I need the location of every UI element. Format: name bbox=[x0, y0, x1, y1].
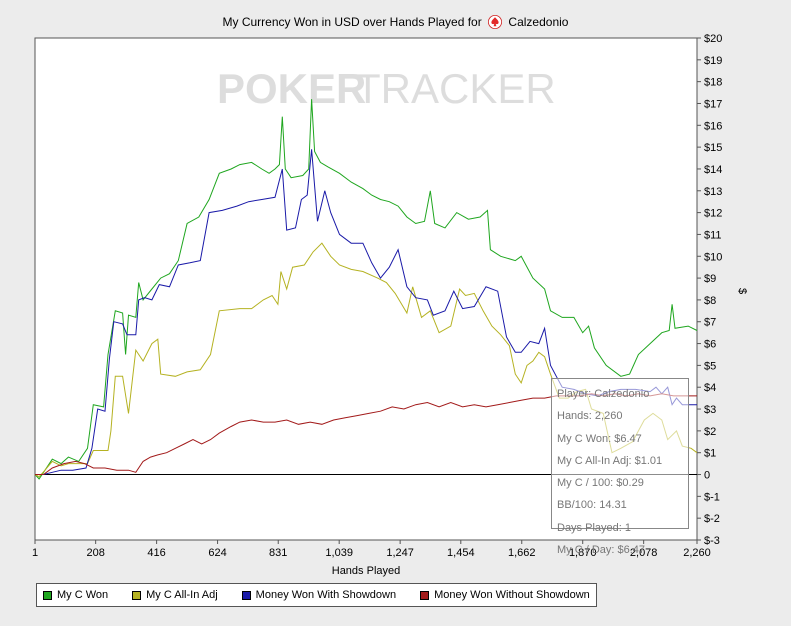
tooltip-player: Player: Calzedonio bbox=[557, 388, 650, 400]
y-tick-label: $7 bbox=[704, 317, 716, 329]
y-axis-label: $ bbox=[736, 288, 748, 294]
y-tick-label: $8 bbox=[704, 295, 716, 307]
y-axis: $-3 $-2 $-1 0 $1 $2 $3 $4 $5 $6 $7 $8 $9 $10 $11 $12 $13… bbox=[697, 33, 722, 547]
x-tick-label: 416 bbox=[147, 547, 165, 559]
legend-label: My C Won bbox=[57, 589, 109, 601]
legend-swatch bbox=[132, 590, 142, 600]
legend-label: Money Won With Showdown bbox=[255, 589, 397, 601]
chart-title-player: Calzedonio bbox=[508, 15, 569, 29]
y-tick-label: $18 bbox=[704, 77, 722, 89]
y-tick-label: 0 bbox=[704, 470, 710, 482]
y-tick-label: $2 bbox=[704, 426, 716, 438]
y-tick-label: $4 bbox=[704, 382, 716, 394]
x-tick-label: 1,662 bbox=[508, 547, 536, 559]
legend-swatch bbox=[43, 590, 52, 600]
y-tick-label: $15 bbox=[704, 142, 722, 154]
stats-tooltip: Player: Calzedonio Hands: 2,260 My C Won… bbox=[551, 378, 689, 556]
y-tick-label: $13 bbox=[704, 186, 722, 198]
y-tick-label: $14 bbox=[704, 164, 722, 176]
x-axis-label: Hands Played bbox=[332, 565, 401, 577]
y-tick-label: $10 bbox=[704, 251, 722, 263]
chart-title: My Currency Won in USD over Hands Played… bbox=[0, 15, 791, 29]
legend: My C Won My C All-In Adj Money Won With … bbox=[36, 583, 597, 607]
tooltip-per-100: My C / 100: $0.29 bbox=[557, 477, 644, 490]
spade-icon bbox=[488, 15, 503, 29]
chart-title-text: My Currency Won in USD over Hands Played… bbox=[222, 15, 482, 29]
legend-label: My C All-In Adj bbox=[146, 589, 218, 601]
y-tick-label: $11 bbox=[704, 229, 722, 241]
y-tick-label: $3 bbox=[704, 404, 716, 416]
x-tick-label: 208 bbox=[86, 547, 104, 559]
x-tick-label: 1,454 bbox=[447, 547, 475, 559]
legend-item-without-showdown[interactable]: Money Won Without Showdown bbox=[420, 589, 590, 601]
x-tick-label: 1,247 bbox=[386, 547, 414, 559]
legend-item-all-in-adj[interactable]: My C All-In Adj bbox=[132, 589, 218, 601]
y-tick-label: $-3 bbox=[704, 535, 720, 547]
tooltip-days: Days Played: 1 bbox=[557, 521, 631, 534]
watermark-right: TRACKER bbox=[355, 65, 556, 112]
y-tick-label: $1 bbox=[704, 448, 716, 460]
x-tick-label: 2,260 bbox=[683, 547, 711, 559]
legend-item-with-showdown[interactable]: Money Won With Showdown bbox=[241, 589, 397, 601]
legend-item-my-c-won[interactable]: My C Won bbox=[43, 589, 108, 601]
x-tick-label: 1 bbox=[32, 547, 38, 559]
y-tick-label: $-1 bbox=[704, 491, 720, 503]
tooltip-per-day: My C / Day: $6.47 bbox=[557, 544, 646, 557]
y-tick-label: $9 bbox=[704, 273, 716, 285]
y-tick-label: $-2 bbox=[704, 513, 720, 525]
y-tick-label: $6 bbox=[704, 339, 716, 351]
x-tick-label: 2,078 bbox=[630, 547, 658, 559]
watermark: POKER TRACKER bbox=[217, 65, 556, 112]
x-tick-label: 1,870 bbox=[569, 547, 597, 559]
tooltip-bb-100: BB/100: 14.31 bbox=[557, 499, 627, 512]
tooltip-hands: Hands: 2,260 bbox=[557, 410, 623, 423]
legend-swatch bbox=[420, 590, 430, 600]
x-axis: 1 208 416 624 831 1,039 1,247 1,454 1,662 1,870 2,… bbox=[32, 540, 711, 559]
watermark-left: POKER bbox=[217, 65, 366, 112]
y-tick-label: $16 bbox=[704, 120, 722, 132]
tooltip-won: My C Won: $6.47 bbox=[557, 432, 642, 445]
x-tick-label: 831 bbox=[269, 547, 287, 559]
y-tick-label: $17 bbox=[704, 98, 722, 110]
x-tick-label: 624 bbox=[208, 547, 226, 559]
x-tick-label: 1,039 bbox=[325, 547, 353, 559]
y-tick-label: $20 bbox=[704, 33, 722, 45]
tooltip-allin-adj: My C All-In Adj: $1.01 bbox=[557, 454, 663, 467]
y-tick-label: $19 bbox=[704, 55, 722, 67]
y-tick-label: $12 bbox=[704, 208, 722, 220]
y-tick-label: $5 bbox=[704, 360, 716, 372]
legend-label: Money Won Without Showdown bbox=[434, 589, 590, 601]
legend-swatch bbox=[241, 590, 251, 600]
